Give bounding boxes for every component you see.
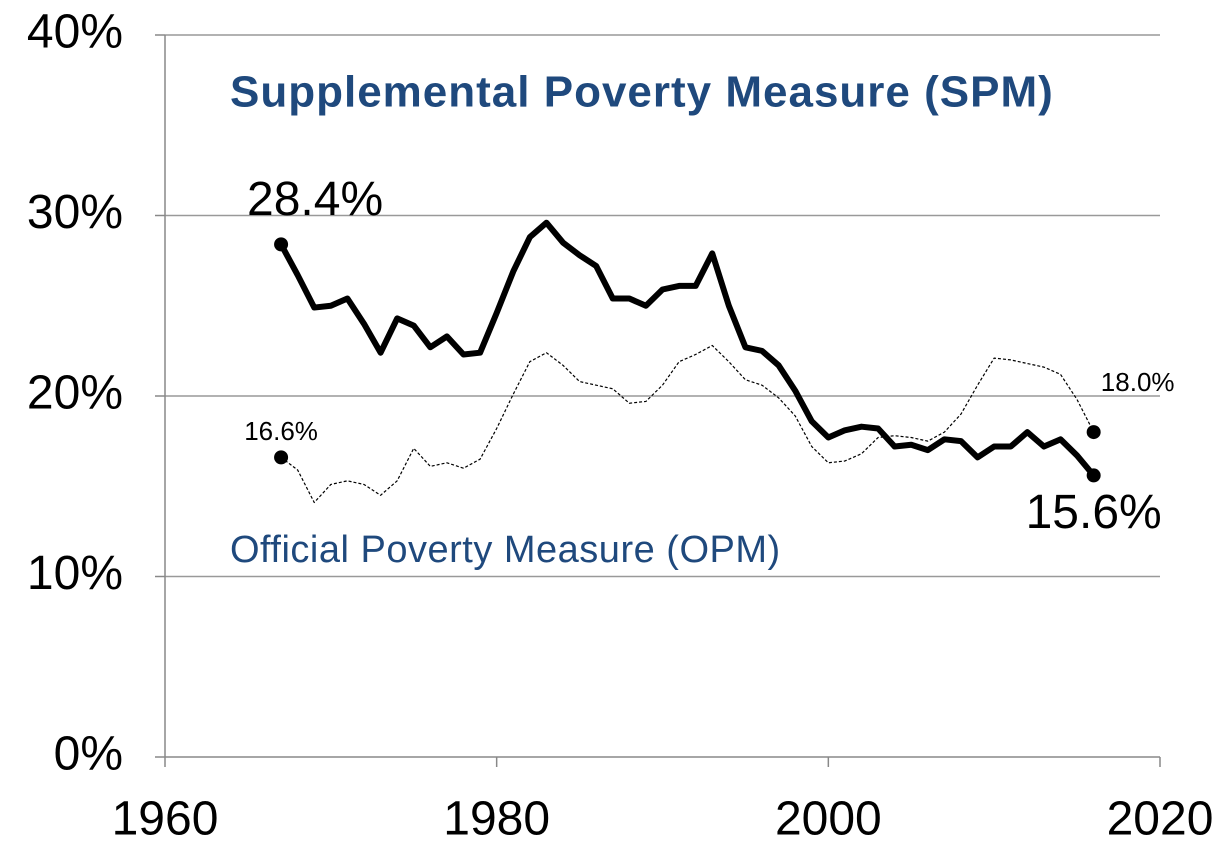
end-marker	[274, 237, 289, 252]
series-line	[278, 219, 1096, 478]
y-tick-label: 20%	[27, 367, 123, 420]
end-marker	[1086, 468, 1101, 483]
end-marker	[1086, 425, 1101, 440]
series-line	[280, 344, 1095, 504]
x-tick-label: 1960	[112, 793, 219, 841]
y-tick-label: 10%	[27, 547, 123, 600]
x-tick-label: 2020	[1107, 793, 1214, 841]
data-label: 15.6%	[1026, 486, 1162, 539]
data-label: 28.4%	[247, 173, 383, 226]
y-tick-label: 40%	[27, 6, 123, 59]
series-label: Official Poverty Measure (OPM)	[230, 529, 781, 571]
x-tick-label: 1980	[443, 793, 550, 841]
data-label: 16.6%	[244, 416, 318, 446]
series-label: Supplemental Poverty Measure (SPM)	[230, 68, 1054, 117]
data-label: 18.0%	[1101, 367, 1175, 397]
y-tick-label: 0%	[54, 728, 123, 781]
x-tick-label: 2000	[775, 793, 882, 841]
end-marker	[274, 450, 289, 465]
y-tick-label: 30%	[27, 186, 123, 239]
